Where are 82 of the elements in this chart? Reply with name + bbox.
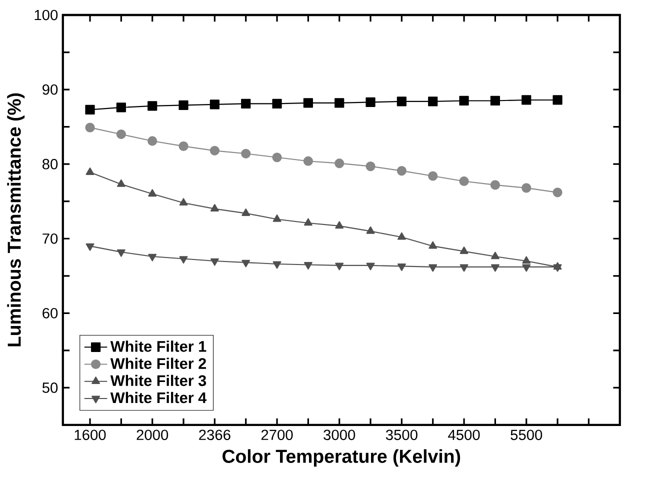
point: [179, 198, 188, 206]
point: [272, 214, 282, 222]
point: [428, 241, 438, 249]
point: [522, 256, 531, 264]
point: [552, 95, 562, 105]
point: [116, 179, 126, 187]
point: [490, 264, 500, 272]
legend-label: White Filter 4: [110, 392, 207, 404]
point: [210, 204, 219, 212]
x-tick-label: 2000: [136, 430, 168, 440]
point: [522, 183, 532, 193]
point: [85, 122, 95, 132]
point: [459, 176, 469, 186]
y-tick-label: 80: [42, 158, 58, 170]
point: [304, 218, 312, 226]
point: [148, 254, 157, 262]
point: [396, 96, 406, 106]
point: [148, 101, 158, 111]
point: [148, 189, 157, 197]
y-tick-label: 70: [42, 233, 58, 244]
point: [116, 102, 126, 112]
point: [490, 96, 500, 106]
point: [86, 167, 94, 175]
x-tick-label: 1600: [74, 430, 106, 440]
point: [272, 98, 282, 109]
x-axis-title: Color Temperature (Kelvin): [222, 449, 460, 467]
point: [210, 100, 220, 110]
point: [179, 256, 188, 264]
point: [428, 171, 438, 181]
point: [397, 232, 406, 240]
x-tick-label: 2366: [199, 430, 230, 440]
point: [85, 104, 95, 114]
x-tick-label: 5500: [510, 430, 542, 440]
point: [241, 148, 251, 158]
point: [428, 96, 438, 106]
y-tick-label: 90: [42, 84, 58, 95]
legend-label: White Filter 2: [110, 358, 206, 369]
y-tick-label: 50: [42, 382, 58, 393]
point: [552, 188, 562, 198]
y-tick-label: 100: [34, 10, 58, 20]
point: [304, 262, 312, 270]
point: [272, 152, 282, 162]
point: [335, 262, 344, 270]
point: [366, 97, 376, 108]
point: [428, 264, 438, 272]
point: [272, 261, 282, 269]
point: [210, 258, 219, 266]
point: [522, 95, 532, 105]
point: [116, 249, 126, 257]
x-tick-label: 3000: [324, 430, 356, 440]
point: [148, 136, 158, 146]
point: [334, 98, 344, 108]
point: [303, 98, 313, 108]
legend-label: White Filter 1: [110, 340, 206, 352]
point: [303, 156, 313, 166]
point: [334, 158, 344, 168]
point: [460, 246, 468, 254]
point: [490, 180, 500, 190]
point: [335, 221, 344, 229]
point: [178, 100, 188, 110]
point: [242, 208, 250, 216]
point: [178, 141, 188, 151]
point: [460, 264, 468, 272]
point: [396, 166, 406, 176]
point: [86, 243, 94, 251]
point: [522, 264, 531, 272]
x-tick-label: 4500: [448, 430, 480, 440]
y-tick-label: 60: [42, 308, 58, 318]
point: [242, 260, 250, 268]
point: [366, 262, 375, 270]
x-tick-label: 2700: [261, 430, 293, 440]
point: [490, 252, 500, 260]
y-axis-title: Luminous Transmittance (%): [7, 93, 25, 346]
point: [210, 146, 220, 156]
point: [116, 129, 126, 140]
point: [459, 96, 469, 106]
point: [241, 98, 251, 109]
legend-label: White Filter 3: [110, 374, 206, 386]
point: [366, 162, 376, 172]
x-tick-label: 3500: [386, 430, 418, 440]
point: [366, 226, 375, 234]
point: [397, 264, 406, 272]
